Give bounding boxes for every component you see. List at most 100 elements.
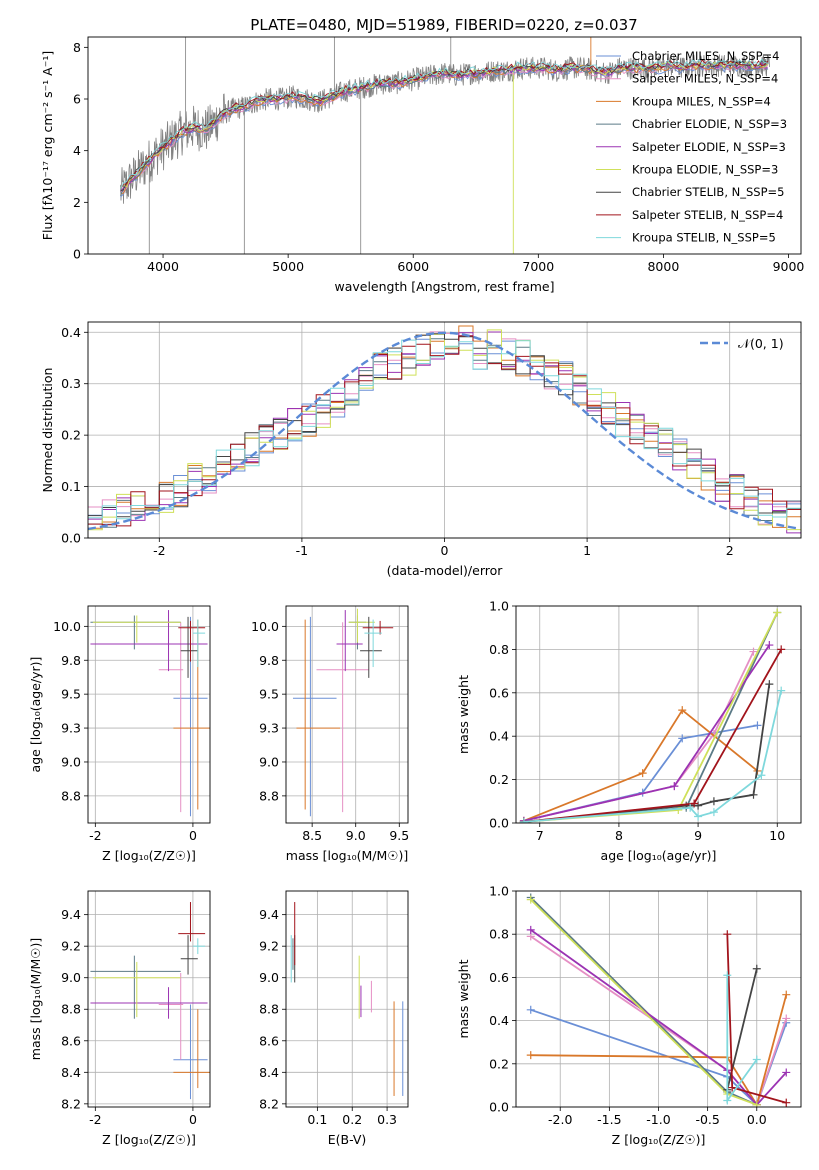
x-axis-label: Z [log₁₀(Z/Z☉)] [612, 1132, 706, 1147]
x-tick-label: 8 [615, 828, 623, 843]
x-tick-label: -1.5 [597, 1112, 621, 1127]
y-tick-label: 8.8 [61, 788, 81, 803]
axes-frame [515, 605, 802, 824]
y-tick-label: 2 [73, 195, 81, 210]
x-tick-label: 7000 [522, 259, 554, 274]
x-tick-label: -1 [296, 543, 308, 558]
data-point-marker [723, 1096, 732, 1105]
data-point-marker [686, 803, 695, 812]
y-axis-label: mass [log₁₀(M/M☉)] [28, 938, 43, 1060]
plot-area [90, 610, 210, 817]
y-tick-label: 0.4 [61, 325, 81, 340]
y-tick-label: 1.0 [489, 599, 509, 614]
series-line [523, 612, 779, 823]
y-tick-label: 0.8 [489, 642, 509, 657]
data-point-marker [678, 734, 687, 743]
y-tick-label: 9.0 [61, 754, 81, 769]
y-tick-label: 0.3 [61, 376, 81, 391]
y-axis-label: Normed distribution [40, 368, 55, 493]
y-tick-label: 8.8 [61, 1002, 81, 1017]
axes-frame [515, 890, 802, 1108]
x-tick-label: -2 [89, 828, 101, 843]
y-tick-label: 0 [73, 247, 81, 262]
histogram-step [88, 329, 801, 531]
data-point-marker [777, 686, 786, 695]
data-point-marker [709, 797, 718, 806]
y-tick-label: 1.0 [489, 884, 509, 899]
x-tick-label: 9.0 [346, 828, 366, 843]
x-tick-label: -0.5 [695, 1112, 719, 1127]
axes-frame [87, 890, 211, 1108]
series-line [523, 683, 771, 823]
x-axis-label: wavelength [Angstrom, rest frame] [334, 279, 554, 294]
y-tick-label: 0.4 [489, 1013, 509, 1028]
y-tick-label: 9.3 [61, 721, 81, 736]
y-tick-label: 8 [73, 40, 81, 55]
panel-mass-vs-Z: -2 0 8.2 8.4 8.6 8.8 9.0 9.2 9.4 Z [log₁₀(Z/Z☉)] m… [28, 890, 211, 1147]
panel-spectrum: 4000 5000 6000 7000 8000 9000 0 2 4 6 8 wavelength … [40, 36, 805, 294]
series-line [523, 690, 783, 823]
y-tick-label: 0.6 [489, 970, 509, 985]
data-point-marker [749, 647, 758, 656]
axes-frame [87, 605, 211, 824]
y-tick-label: 8.2 [259, 1096, 279, 1111]
x-axis-label: Z [log₁₀(Z/Z☉)] [102, 848, 196, 863]
panel-residuals: -2 -1 0 1 2 0.0 0.1 0.2 0.3 0.4 (data-model)/error… [40, 321, 802, 578]
x-axis-label: age [log₁₀(age/yr)] [601, 848, 717, 863]
legend-label: Chabrier MILES, N_SSP=4 [632, 49, 779, 63]
x-tick-label: 8.5 [302, 828, 322, 843]
data-point-marker [728, 1083, 737, 1092]
panel-mass-vs-EBV: 0.1 0.2 0.3 8.2 8.4 8.6 8.8 9.0 9.2 9.4 E(B-V) [259, 890, 409, 1147]
y-tick-label: 9.8 [61, 653, 81, 668]
x-tick-label: 10 [769, 828, 785, 843]
x-tick-label: 8000 [647, 259, 679, 274]
x-tick-label: 2 [726, 543, 734, 558]
y-axis-label: Flux [fλ10⁻¹⁷ erg cm⁻² s⁻¹ A⁻¹] [40, 51, 55, 240]
x-tick-label: 4000 [147, 259, 179, 274]
panel-massweight-vs-Z: -2.0 -1.5 -1.0 -0.5 0.0 0.0 0.2 0.4 0.6 0.8 1.0 Z [… [456, 884, 802, 1147]
data-point-marker [782, 990, 791, 999]
legend-label: Chabrier STELIB, N_SSP=5 [632, 185, 784, 199]
data-point-marker [773, 608, 782, 617]
data-point-marker [765, 641, 774, 650]
plot-area [526, 893, 791, 1107]
x-tick-label: 9000 [773, 259, 805, 274]
y-tick-label: 9.5 [259, 687, 279, 702]
y-tick-label: 0.2 [489, 772, 509, 787]
legend-label: Salpeter MILES, N_SSP=4 [632, 72, 778, 86]
legend-label: Kroupa MILES, N_SSP=4 [632, 94, 771, 108]
panel-massweight-vs-age: 7 8 9 10 0.0 0.2 0.4 0.6 0.8 1.0 age [log₁₀(age/yr… [456, 599, 802, 863]
data-point-marker [752, 1055, 761, 1064]
x-tick-label: -2 [89, 1112, 101, 1127]
x-tick-label: 0.2 [342, 1112, 362, 1127]
y-tick-label: 8.2 [61, 1096, 81, 1111]
y-tick-label: 4 [73, 143, 81, 158]
histogram-step [88, 333, 801, 518]
y-tick-label: 8.6 [61, 1033, 81, 1048]
y-tick-label: 9.4 [259, 907, 279, 922]
y-tick-label: 9.0 [259, 970, 279, 985]
data-point-marker [526, 925, 535, 934]
data-point-marker [782, 1014, 791, 1023]
y-tick-label: 0.0 [489, 816, 509, 831]
data-point-marker [674, 805, 683, 814]
data-point-marker [782, 1098, 791, 1107]
x-tick-label: 0 [189, 828, 197, 843]
data-point-marker [526, 895, 535, 904]
x-tick-label: 0.0 [747, 1112, 767, 1127]
x-tick-label: -1.0 [646, 1112, 670, 1127]
y-tick-label: 9.2 [259, 939, 279, 954]
model-line [120, 59, 769, 190]
x-axis-label: (data-model)/error [387, 563, 504, 578]
y-tick-label: 0.0 [489, 1100, 509, 1115]
y-tick-label: 9.0 [259, 754, 279, 769]
data-point-marker [694, 812, 703, 821]
model-line [120, 58, 768, 190]
data-point-marker [723, 971, 732, 980]
y-tick-label: 0.4 [489, 729, 509, 744]
data-point-marker [519, 817, 528, 823]
panel-age-vs-mass: 8.5 9.0 9.5 8.8 9.0 9.3 9.5 9.8 10.0 mass [log₁₀(… [251, 605, 409, 863]
plot-area [120, 37, 770, 254]
data-spectrum-line [120, 54, 770, 204]
axes-frame [87, 36, 802, 255]
